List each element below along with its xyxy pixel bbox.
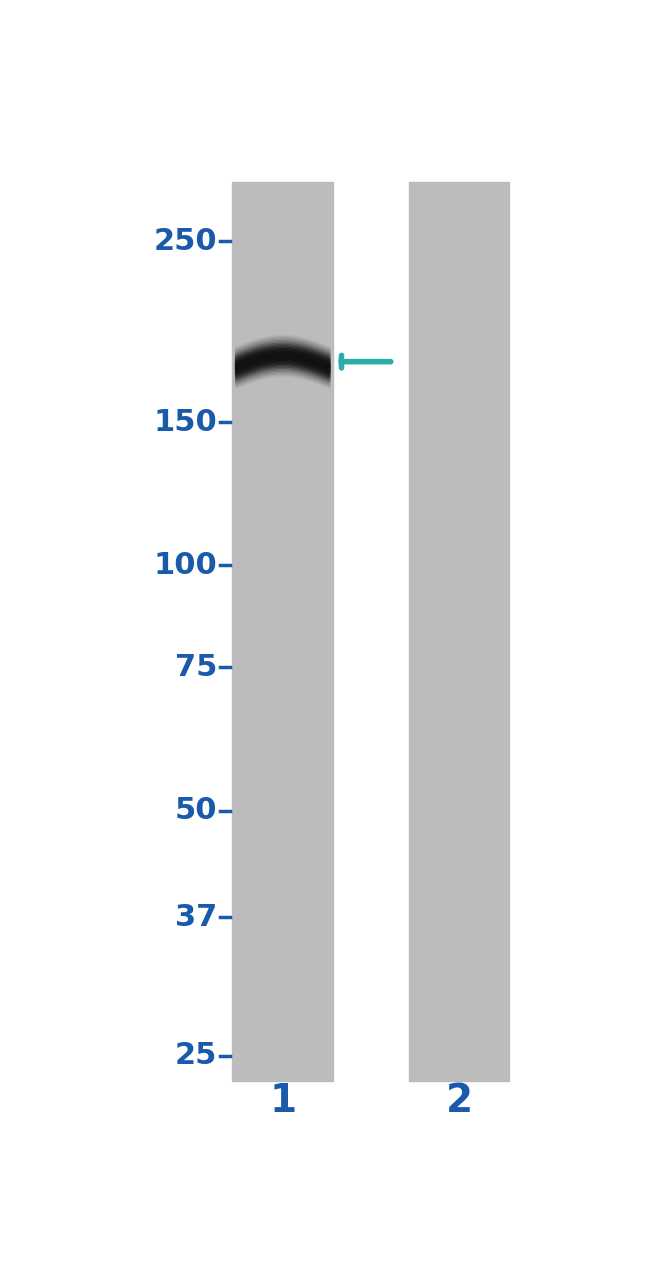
Text: 37: 37 (175, 903, 217, 932)
Text: 50: 50 (175, 796, 217, 826)
Text: 250: 250 (153, 227, 217, 255)
Text: 2: 2 (445, 1082, 473, 1120)
Text: 25: 25 (175, 1041, 217, 1071)
Bar (233, 182, 333, 1082)
Text: 75: 75 (175, 653, 217, 682)
Text: 1: 1 (269, 1082, 296, 1120)
Text: 100: 100 (153, 551, 217, 580)
Text: 150: 150 (153, 408, 217, 437)
Bar (409, 182, 510, 1082)
